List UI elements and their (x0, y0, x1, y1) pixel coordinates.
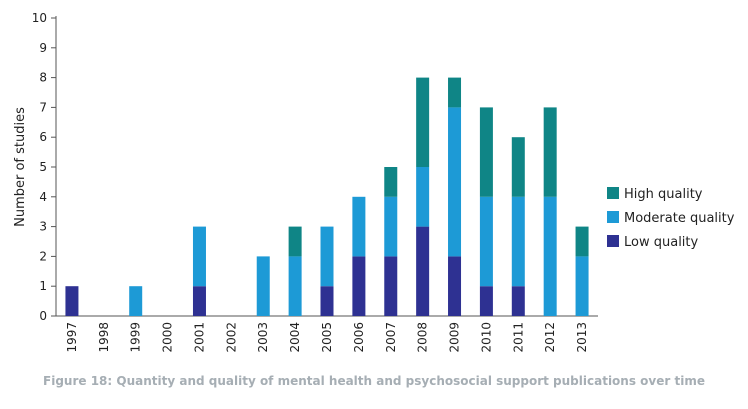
y-tick-label: 7 (39, 100, 47, 114)
bar-segment (352, 196, 366, 257)
x-tick-label: 2001 (192, 322, 206, 353)
bar-segment (511, 137, 525, 197)
bar-segment (575, 226, 589, 257)
y-tick-label: 1 (39, 279, 47, 293)
legend-label: Moderate quality (624, 211, 735, 226)
legend-label: High quality (624, 187, 703, 202)
bar-segment (320, 226, 334, 287)
x-tick-label: 1998 (97, 322, 111, 353)
bar-segment (129, 286, 143, 316)
y-tick-label: 3 (39, 220, 47, 234)
bar-segment (384, 256, 398, 316)
y-tick-label: 2 (39, 249, 47, 263)
legend-swatch (607, 187, 619, 199)
bar-segment (448, 256, 462, 316)
bar-segment (192, 286, 206, 316)
bar-segment (416, 77, 430, 167)
x-tick-label: 1997 (65, 322, 79, 353)
x-tick-label: 2010 (479, 322, 493, 353)
x-tick-label: 2005 (320, 322, 334, 353)
x-tick-label: 2008 (416, 322, 430, 353)
legend-swatch (607, 235, 619, 247)
x-tick-label: 2006 (352, 322, 366, 353)
x-tick-label: 2004 (288, 322, 302, 353)
y-tick-label: 8 (39, 71, 47, 85)
bar-segment (479, 286, 493, 316)
x-tick-label: 2002 (224, 322, 238, 353)
legend: High quality Moderate quality Low quality (607, 187, 735, 250)
bar-segment (448, 107, 462, 257)
y-tick-label: 10 (32, 11, 47, 25)
y-tick-label: 0 (39, 309, 47, 323)
x-tick-label: 2000 (161, 322, 175, 353)
bar-segment (288, 226, 302, 257)
bars (65, 77, 589, 316)
bar-segment (352, 256, 366, 316)
bar-segment (511, 286, 525, 316)
bar-segment (575, 256, 589, 316)
legend-swatch (607, 211, 619, 223)
y-tick-label: 9 (39, 41, 47, 55)
bar-segment (479, 196, 493, 287)
x-tick-label: 2012 (543, 322, 557, 353)
x-tick-label: 1999 (129, 322, 143, 353)
bar-segment (479, 107, 493, 197)
y-axis: 0 1 2 3 4 5 6 7 8 9 10 (32, 11, 57, 323)
x-tick-label: 2013 (575, 322, 589, 353)
x-tick-label: 2007 (384, 322, 398, 353)
bar-segment (543, 107, 557, 197)
bar-segment (511, 196, 525, 287)
x-tick-label: 2009 (448, 322, 462, 353)
x-tick-label: 2011 (511, 322, 525, 353)
y-axis-label: Number of studies (13, 107, 28, 227)
bar-segment (384, 196, 398, 257)
bar-segment (416, 226, 430, 316)
y-tick-label: 5 (39, 160, 47, 174)
x-tick-label: 2003 (256, 322, 270, 353)
bar-segment (256, 256, 270, 316)
y-tick-label: 4 (39, 190, 47, 204)
figure-caption: Figure 18: Quantity and quality of menta… (43, 374, 705, 388)
bar-segment (448, 77, 462, 108)
bar-segment (65, 286, 79, 316)
bar-segment (288, 256, 302, 316)
bar-segment (192, 226, 206, 287)
bar-segment (543, 196, 557, 316)
x-axis: 1997 1998 1999 2000 2001 2002 2003 2004 2005 2006… (56, 315, 598, 353)
bar-segment (416, 167, 430, 227)
legend-label: Low quality (624, 235, 699, 250)
bar-segment (384, 167, 398, 197)
bar-segment (320, 286, 334, 316)
y-tick-label: 6 (39, 130, 47, 144)
